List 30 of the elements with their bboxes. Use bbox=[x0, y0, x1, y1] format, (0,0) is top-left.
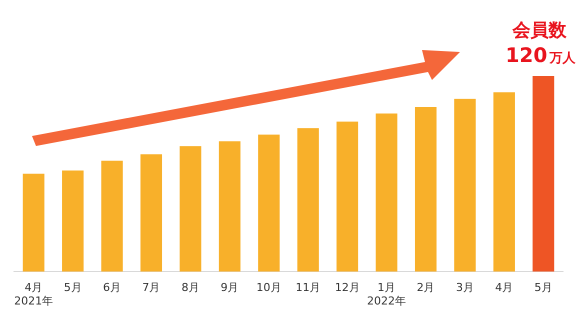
bar bbox=[297, 128, 319, 272]
bar bbox=[140, 154, 162, 272]
x-tick-label: 3月 bbox=[456, 281, 474, 294]
x-tick-label: 7月 bbox=[142, 281, 160, 294]
bar bbox=[22, 174, 44, 272]
x-tick-label: 9月 bbox=[220, 281, 239, 294]
x-tick-label: 10月 bbox=[256, 281, 282, 294]
x-tick-label: 8月 bbox=[181, 281, 200, 294]
bar bbox=[532, 76, 554, 272]
data-label: 120万人 bbox=[506, 43, 576, 67]
x-tick-label: 5月 bbox=[534, 281, 552, 294]
bar bbox=[336, 122, 358, 272]
bar bbox=[454, 98, 476, 272]
bar bbox=[62, 170, 84, 272]
x-tick-label: 4月 2021年 bbox=[14, 281, 54, 308]
x-tick-label: 12月 bbox=[334, 281, 360, 294]
x-tick-label: 1月 2022年 bbox=[367, 281, 406, 308]
bar bbox=[258, 134, 280, 272]
bar bbox=[101, 160, 123, 272]
bar bbox=[376, 113, 398, 272]
bar bbox=[180, 146, 202, 272]
x-tick-label: 5月 bbox=[64, 281, 82, 294]
x-tick-label: 2月 bbox=[416, 281, 435, 294]
bar bbox=[414, 106, 437, 272]
x-tick-label: 6月 bbox=[103, 281, 122, 294]
text: 会員数 bbox=[511, 20, 568, 41]
x-tick-label: 11月 bbox=[296, 281, 321, 294]
bar bbox=[493, 92, 515, 272]
bar bbox=[218, 141, 240, 272]
x-tick-label: 4月 bbox=[495, 281, 514, 294]
